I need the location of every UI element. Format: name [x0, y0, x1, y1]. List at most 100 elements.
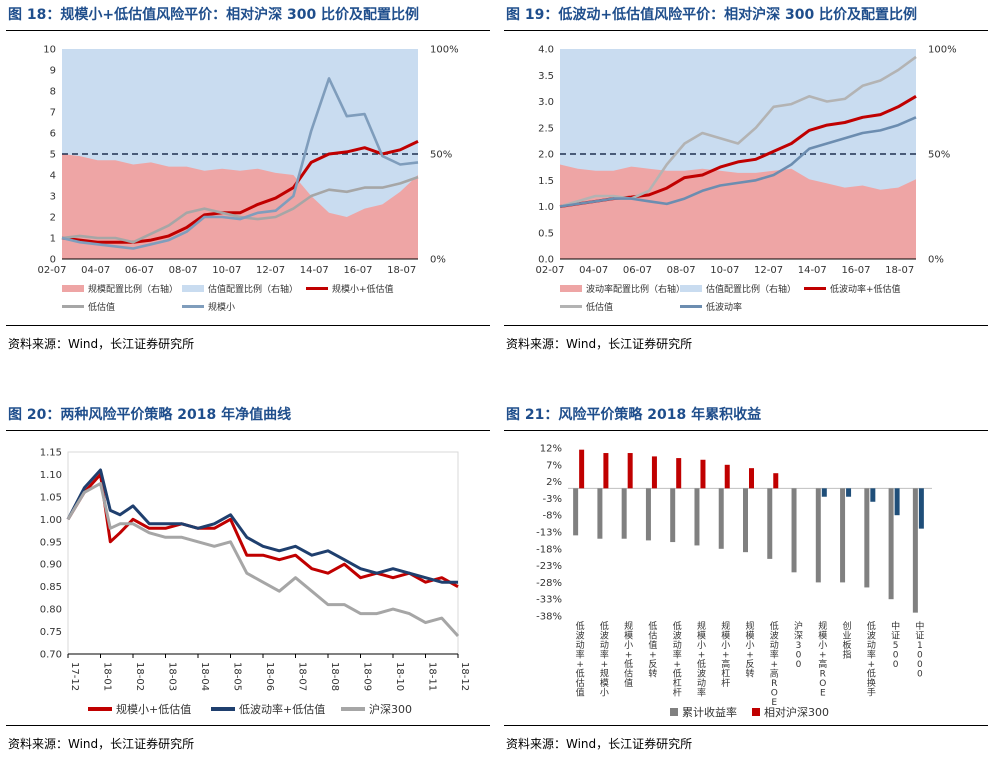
x-tick-label: 18-03 — [167, 662, 178, 691]
category-label-char: 模 — [600, 678, 609, 689]
x-tick-label: 18-01 — [102, 662, 113, 691]
bar-relative-hs300 — [627, 453, 633, 489]
x-tick-label: 18-07 — [297, 662, 308, 691]
y-tick-label: -28% — [536, 578, 562, 589]
x-tick-label: 18-04 — [199, 662, 210, 691]
x-tick-label: 04-07 — [579, 265, 608, 276]
category-label-char: 模 — [745, 631, 754, 642]
legend-label: 低估值 — [88, 301, 115, 313]
category-label-char: 值 — [576, 687, 585, 699]
figure-20: 图 20：两种风险平价策略 2018 年净值曲线 0.70 0.75 0.80 0.8… — [6, 404, 490, 776]
x-tick-label: 18-09 — [362, 662, 373, 691]
y-tick-label: 0.80 — [40, 605, 62, 616]
bar-cumulative-return — [912, 488, 918, 613]
y-tick-label: 7 — [50, 108, 56, 119]
x-tick-label: 18-11 — [427, 662, 438, 691]
category-label-char: 转 — [745, 668, 754, 680]
category-label-char: 模 — [624, 631, 633, 642]
category-label-char: 高 — [818, 658, 827, 670]
bar-relative-hs300 — [603, 453, 609, 489]
series-line — [66, 481, 460, 638]
x-tick-label: 06-07 — [623, 265, 652, 276]
category-label-char: 动 — [673, 640, 682, 651]
source-note: 资料来源：Wind，长江证券研究所 — [506, 737, 693, 751]
y-tick-label: 0.90 — [40, 560, 62, 571]
category-label-char: 估 — [624, 668, 633, 680]
category-label-char: 规 — [624, 621, 633, 632]
chart-fig21: 12%7%2%-3%-8%-13%-18%-23%-28%-33%-38%低波动… — [536, 444, 932, 719]
category-label-char: + — [601, 660, 609, 670]
y-tick-label: 1.15 — [40, 448, 62, 459]
category-label-char: 动 — [576, 640, 585, 651]
category-label-char: 1 — [917, 641, 923, 651]
source-note: 资料来源：Wind，长江证券研究所 — [506, 337, 693, 351]
chart-fig20: 0.70 0.75 0.80 0.85 0.90 0.95 1.00 1.05 1.10 1.15… — [40, 448, 470, 717]
category-label-char: E — [820, 689, 826, 699]
category-label-char: O — [819, 679, 826, 689]
category-label-char: 低 — [673, 668, 682, 680]
figure-title: 图 20：两种风险平价策略 2018 年净值曲线 — [8, 407, 292, 423]
category-label-char: 证 — [915, 631, 924, 642]
category-label-char: 波 — [673, 630, 682, 642]
x-tick-label: 18-06 — [264, 662, 275, 691]
legend-label: 低估值 — [586, 301, 613, 313]
y-tick-label: 2% — [546, 477, 562, 488]
category-label-char: 3 — [796, 641, 802, 651]
y-tick-label: 5 — [50, 150, 56, 161]
category-label-char: 小 — [600, 688, 609, 699]
category-label: 低估值+反转 — [648, 620, 657, 680]
y-tick-label: 2.5 — [538, 123, 554, 134]
plot-frame — [67, 451, 459, 655]
category-label: 中证 1 0 0 0 — [915, 620, 924, 680]
y-tick-label: 0.75 — [40, 627, 62, 638]
category-label-char: 小 — [697, 640, 706, 651]
category-label-char: 模 — [818, 631, 827, 642]
category-label: 低波动率+低杠杆 — [673, 620, 682, 699]
x-tick-label: 08-07 — [667, 265, 696, 276]
legend-swatch — [752, 708, 760, 716]
category-label-char: + — [770, 660, 778, 670]
category-label-char: 规 — [818, 621, 827, 632]
category-label-char: 率 — [673, 649, 682, 661]
figure-21: 图 21：风险平价策略 2018 年累积收益 12% 7% 2% -3% -8% -13%… — [504, 404, 988, 776]
category-label-char: 动 — [600, 640, 609, 651]
bar-relative-hs300 — [651, 456, 657, 489]
category-label: 规模小+低估值 — [624, 621, 633, 689]
category-label-char: 值 — [624, 677, 633, 689]
category-label-char: 估 — [576, 677, 585, 689]
category-label-char: 杆 — [673, 687, 682, 699]
category-label-char: 估 — [648, 630, 657, 642]
y2-tick-label: 100% — [928, 45, 957, 56]
y-tick-label: -33% — [536, 595, 562, 606]
bar-relative-hs300 — [749, 468, 754, 489]
category-label-char: 低 — [576, 620, 585, 632]
y-tick-label: 7% — [546, 460, 562, 471]
x-tick-label: 18-02 — [134, 662, 145, 691]
x-tick-label: 10-07 — [212, 265, 241, 276]
figure-title: 图 18：规模小+低估值风险平价：相对沪深 300 比价及配置比例 — [8, 7, 420, 23]
y2-tick-label: 0% — [430, 255, 446, 266]
legend-label: 累计收益率 — [682, 705, 737, 719]
area-factor-weight — [560, 164, 916, 259]
bottom-rule — [6, 725, 490, 726]
chart-fig19: 0.0 0.5 1.0 1.5 2.0 2.5 3.0 3.5 4.0 0% 50% 100% 02-0… — [535, 45, 957, 314]
y-tick-label: -8% — [543, 511, 562, 522]
bar-cumulative-return — [597, 488, 603, 539]
category-label-char: 证 — [891, 631, 900, 642]
category-label-char: 规 — [697, 621, 706, 632]
y-tick-label: 12% — [540, 444, 562, 455]
category-label-char: 反 — [745, 659, 754, 670]
y2-tick-label: 0% — [928, 255, 944, 266]
legend-label: 沪深300 — [369, 702, 412, 716]
category-label-char: 波 — [867, 630, 876, 642]
category-label-char: 低 — [673, 620, 682, 632]
y-tick-label: 4.0 — [538, 45, 554, 56]
series-line — [61, 175, 419, 244]
category-label-char: 低 — [770, 620, 779, 632]
y-tick-label: 1.0 — [538, 202, 554, 213]
bar-cumulative-return — [743, 488, 748, 553]
x-tick-label: 02-07 — [37, 265, 66, 276]
bar-cumulative-return — [670, 488, 676, 543]
series-line — [66, 472, 459, 589]
bar-cumulative-return — [864, 488, 870, 588]
